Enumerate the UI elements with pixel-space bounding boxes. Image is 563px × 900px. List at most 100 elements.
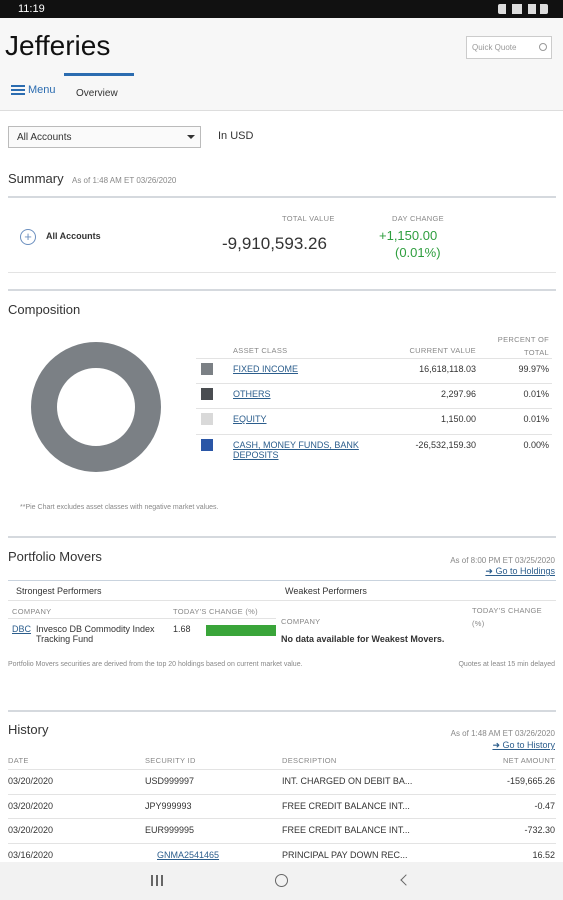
divider	[8, 272, 556, 273]
current-value: -26,532,159.30	[415, 440, 476, 450]
day-change-label: DAY CHANGE	[392, 214, 444, 223]
expand-icon[interactable]: +	[20, 229, 36, 245]
divider	[8, 196, 556, 198]
divider	[8, 536, 556, 538]
divider	[8, 618, 276, 619]
history-header: DATE	[8, 756, 29, 765]
composition-note: **Pie Chart excludes asset classes with …	[20, 504, 219, 511]
menu-icon[interactable]	[11, 85, 25, 95]
recent-button[interactable]	[151, 875, 163, 886]
history-link-text[interactable]: Go to History	[502, 740, 555, 750]
history-cell[interactable]: GNMA2541465	[157, 849, 220, 860]
history-cell: -732.30	[524, 825, 555, 835]
ticker-link[interactable]: DBC	[12, 624, 32, 634]
divider	[8, 580, 556, 581]
history-as-of: As of 1:48 AM ET 03/26/2020	[450, 729, 555, 738]
divider	[196, 408, 552, 409]
tab-overview[interactable]: Overview	[76, 88, 118, 99]
donut	[31, 342, 161, 472]
swatch	[201, 388, 213, 400]
history-header: SECURITY ID	[145, 756, 196, 765]
movers-as-of: As of 8:00 PM ET 03/25/2020	[450, 556, 555, 565]
day-change-pct: (0.01%)	[395, 245, 441, 260]
history-cell: JPY999993	[145, 800, 192, 811]
composition-title: Composition	[8, 302, 81, 317]
divider	[196, 434, 552, 435]
divider	[8, 818, 556, 819]
search-icon	[539, 43, 547, 51]
home-button[interactable]	[275, 874, 288, 887]
history-cell: -159,665.26	[506, 776, 555, 786]
account-select-value: All Accounts	[17, 132, 72, 143]
current-value: 2,297.96	[440, 389, 476, 399]
status-time: 11:19	[18, 3, 45, 15]
history-title: History	[8, 722, 49, 737]
history-cell: 03/20/2020	[8, 776, 54, 786]
asset-class-link[interactable]: FIXED INCOME	[233, 364, 299, 374]
company-name: Invesco DB Commodity Index Tracking Fund	[36, 624, 155, 644]
delay-note: Quotes at least 15 min delayed	[458, 661, 555, 668]
swatch	[201, 439, 213, 451]
header	[0, 18, 563, 111]
menu-label[interactable]: Menu	[28, 84, 56, 96]
donut-ring	[31, 342, 161, 472]
history-cell: 03/20/2020	[8, 825, 54, 835]
swatch	[201, 413, 213, 425]
divider	[8, 793, 556, 795]
history-cell: FREE CREDIT BALANCE INT...	[282, 800, 410, 811]
summary-title: Summary	[8, 171, 64, 186]
status-bar	[0, 0, 563, 18]
asset-class-link[interactable]: EQUITY	[233, 414, 267, 424]
divider	[8, 769, 556, 770]
percent: 99.97%	[518, 364, 549, 374]
holdings-link[interactable]: ➜ Go to Holdings	[485, 566, 555, 576]
col-header: ASSET CLASS	[233, 346, 288, 355]
holdings-link-text[interactable]: Go to Holdings	[495, 566, 555, 576]
status-icons	[498, 4, 548, 14]
quick-quote-placeholder: Quick Quote	[472, 43, 517, 52]
company-header: COMPANY	[12, 607, 52, 616]
change-header: TODAY'S CHANGE (%)	[173, 607, 258, 616]
total-value-label: TOTAL VALUE	[282, 214, 335, 223]
divider	[8, 842, 556, 844]
movers-footnote: Portfolio Movers securities are derived …	[8, 661, 303, 668]
currency: In USD	[218, 130, 254, 142]
tab-indicator	[64, 73, 134, 76]
history-cell: EUR999995	[145, 825, 195, 835]
quick-quote[interactable]: Quick Quote	[466, 36, 552, 59]
history-header: DESCRIPTION	[282, 756, 337, 765]
percent: 0.00%	[523, 440, 549, 450]
strongest-title: Strongest Performers	[16, 586, 102, 596]
history-cell: 03/16/2020	[8, 849, 54, 860]
col-header: PERCENT OF TOTAL	[497, 335, 549, 357]
weakest-message: No data available for Weakest Movers.	[281, 634, 445, 644]
change: 1.68	[173, 624, 191, 634]
history-cell: PRINCIPAL PAY DOWN REC...	[282, 849, 408, 860]
current-value: 1,150.00	[440, 414, 476, 424]
current-value: 16,618,118.03	[419, 364, 476, 374]
history-cell: 16.52	[532, 849, 555, 860]
col-header: CURRENT VALUE	[409, 346, 476, 355]
asset-class-link[interactable]: OTHERS	[233, 389, 271, 399]
history-header: NET AMOUNT	[502, 756, 555, 765]
history-cell: 03/20/2020	[8, 800, 54, 811]
percent: 0.01%	[523, 414, 549, 424]
history-link[interactable]: ➜ Go to History	[492, 740, 555, 750]
history-cell: -0.47	[534, 800, 555, 811]
weakest-title: Weakest Performers	[285, 586, 367, 596]
total-value: -9,910,593.26	[222, 234, 327, 253]
change-header: TODAY'S CHANGE (%)	[472, 606, 542, 628]
divider	[196, 383, 552, 384]
account-name: All Accounts	[46, 231, 101, 241]
divider	[8, 600, 556, 601]
history-cell: USD999997	[145, 776, 195, 786]
change-bar	[206, 625, 276, 636]
app-title: Jefferies	[5, 30, 111, 61]
divider	[8, 710, 556, 712]
day-change: +1,150.00	[379, 228, 438, 243]
divider	[196, 358, 552, 359]
account-select[interactable]: All Accounts	[8, 126, 201, 148]
percent: 0.01%	[523, 389, 549, 399]
asset-class-link[interactable]: CASH, MONEY FUNDS, BANK DEPOSITS	[233, 440, 359, 460]
divider	[8, 289, 556, 291]
